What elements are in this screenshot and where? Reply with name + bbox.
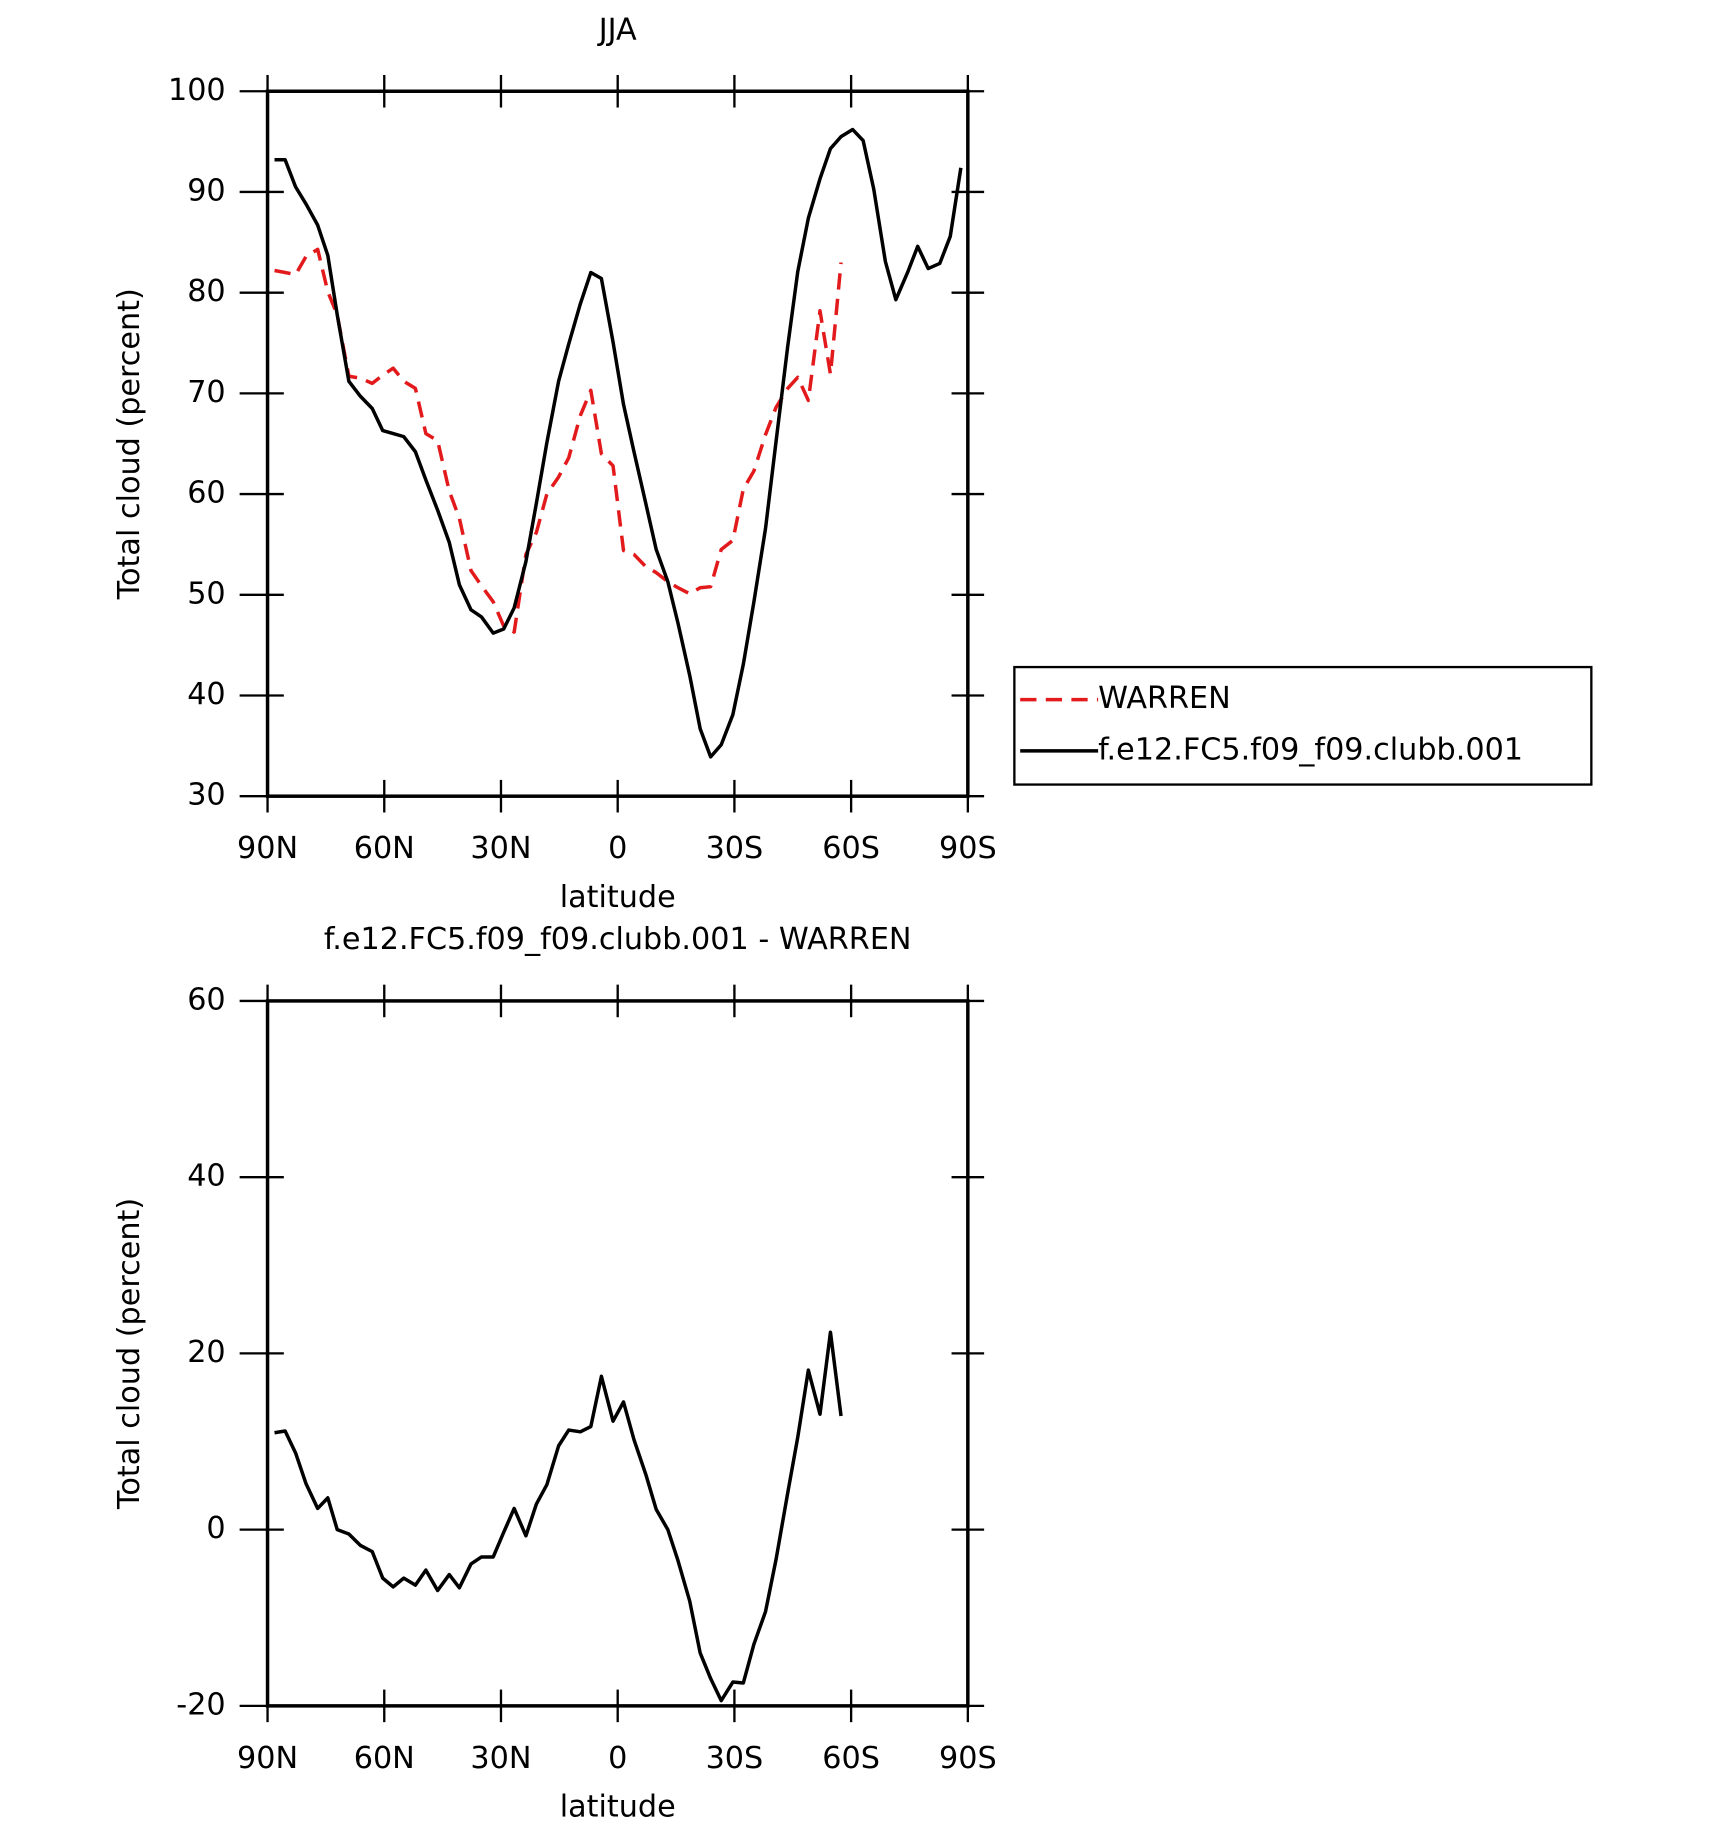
x-axis-label: latitude bbox=[560, 880, 676, 915]
y-axis-label: Total cloud (percent) bbox=[112, 288, 147, 600]
legend-box bbox=[1013, 665, 1593, 786]
y-tick-label: 100 bbox=[168, 73, 226, 108]
y-tick-label: 0 bbox=[206, 1511, 225, 1546]
legend-label: f.e12.FC5.f09_f09.clubb.001 bbox=[1098, 732, 1523, 767]
x-tick-label: 30N bbox=[470, 831, 531, 866]
plot-frame bbox=[265, 999, 970, 1708]
chart-title: f.e12.FC5.f09_f09.clubb.001 - WARREN bbox=[324, 922, 912, 957]
x-tick-label: 30N bbox=[470, 1741, 531, 1776]
x-tick-label: 0 bbox=[608, 831, 627, 866]
x-axis-label: latitude bbox=[560, 1790, 676, 1825]
data-line bbox=[274, 1330, 843, 1703]
data-line bbox=[274, 247, 843, 634]
x-tick-label: 30S bbox=[706, 831, 764, 866]
chart-title: JJA bbox=[597, 12, 637, 47]
data-line bbox=[274, 127, 963, 759]
x-tick-label: 60S bbox=[822, 831, 880, 866]
y-tick-label: 30 bbox=[187, 778, 225, 813]
legend-label: WARREN bbox=[1098, 681, 1231, 716]
y-tick-label: 90 bbox=[187, 173, 225, 208]
y-tick-label: 40 bbox=[187, 1159, 225, 1194]
y-tick-label: 80 bbox=[187, 274, 225, 309]
y-tick-label: 50 bbox=[187, 576, 225, 611]
x-tick-label: 60N bbox=[354, 1741, 415, 1776]
x-tick-label: 90N bbox=[237, 1741, 298, 1776]
plot-frame bbox=[265, 89, 970, 798]
x-tick-label: 60N bbox=[354, 831, 415, 866]
y-tick-label: -20 bbox=[176, 1687, 225, 1722]
x-tick-label: 90S bbox=[939, 1741, 997, 1776]
y-tick-label: 20 bbox=[187, 1335, 225, 1370]
y-tick-label: 70 bbox=[187, 375, 225, 410]
x-tick-label: 90S bbox=[939, 831, 997, 866]
y-tick-label: 60 bbox=[187, 476, 225, 511]
x-tick-label: 0 bbox=[608, 1741, 627, 1776]
y-axis-label: Total cloud (percent) bbox=[112, 1198, 147, 1510]
x-tick-label: 30S bbox=[706, 1741, 764, 1776]
y-tick-label: 60 bbox=[187, 982, 225, 1017]
x-tick-label: 60S bbox=[822, 1741, 880, 1776]
x-tick-label: 90N bbox=[237, 831, 298, 866]
y-tick-label: 40 bbox=[187, 677, 225, 712]
